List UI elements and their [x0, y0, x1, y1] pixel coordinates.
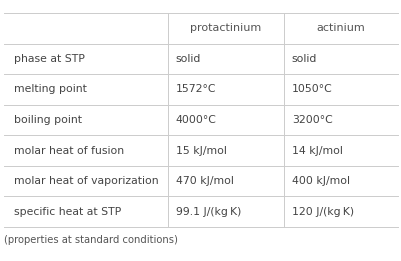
- Text: 4000°C: 4000°C: [175, 115, 216, 125]
- Text: molar heat of vaporization: molar heat of vaporization: [14, 176, 158, 186]
- Text: phase at STP: phase at STP: [14, 54, 85, 64]
- Text: molar heat of fusion: molar heat of fusion: [14, 146, 124, 156]
- Text: solid: solid: [175, 54, 200, 64]
- Text: protactinium: protactinium: [190, 23, 261, 33]
- Text: 1050°C: 1050°C: [291, 85, 332, 94]
- Text: 15 kJ/mol: 15 kJ/mol: [175, 146, 226, 156]
- Text: 14 kJ/mol: 14 kJ/mol: [291, 146, 342, 156]
- Text: actinium: actinium: [316, 23, 365, 33]
- Text: boiling point: boiling point: [14, 115, 82, 125]
- Text: 120 J/(kg K): 120 J/(kg K): [291, 207, 353, 217]
- Text: 400 kJ/mol: 400 kJ/mol: [291, 176, 349, 186]
- Text: (properties at standard conditions): (properties at standard conditions): [4, 235, 178, 245]
- Text: 470 kJ/mol: 470 kJ/mol: [175, 176, 233, 186]
- Text: 1572°C: 1572°C: [175, 85, 215, 94]
- Text: specific heat at STP: specific heat at STP: [14, 207, 121, 217]
- Text: solid: solid: [291, 54, 316, 64]
- Text: 99.1 J/(kg K): 99.1 J/(kg K): [175, 207, 240, 217]
- Text: melting point: melting point: [14, 85, 87, 94]
- Text: 3200°C: 3200°C: [291, 115, 332, 125]
